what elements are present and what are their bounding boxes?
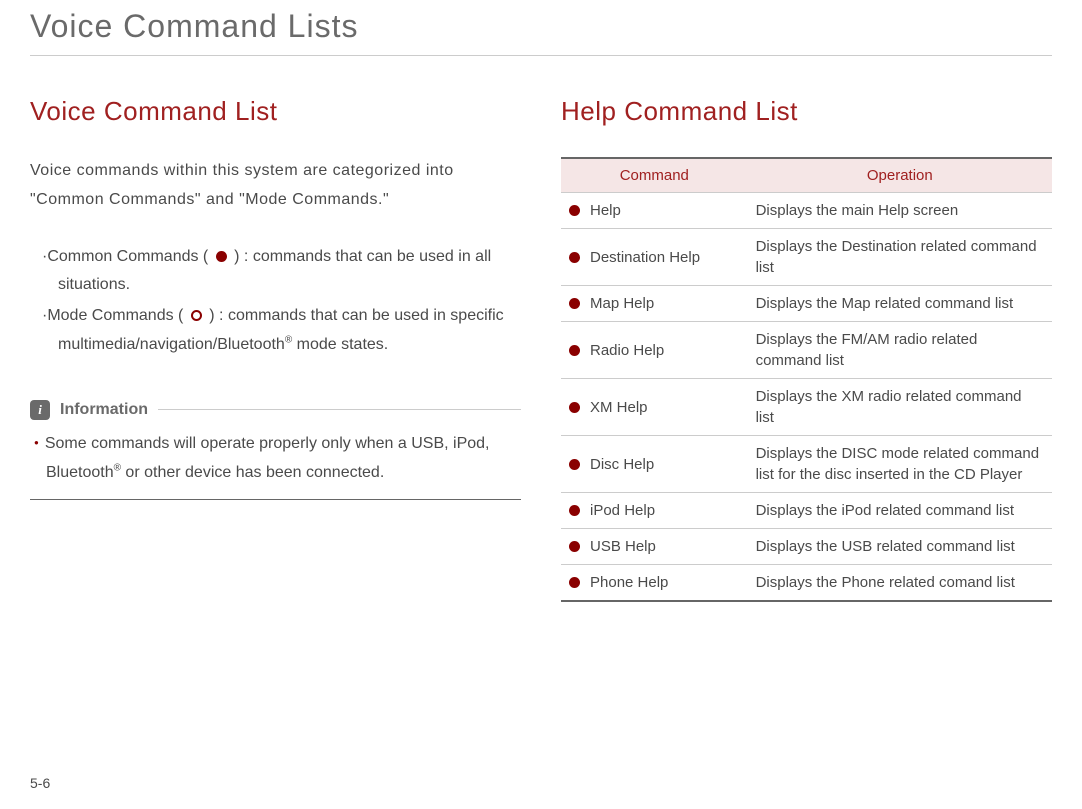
operation-cell: Displays the Destination related command… [748, 229, 1052, 286]
help-command-section-title: Help Command List [561, 96, 1052, 127]
right-column: Help Command List Command Operation Help… [561, 96, 1052, 602]
operation-header: Operation [748, 158, 1052, 193]
filled-circle-icon [569, 345, 580, 356]
information-text: ● Some commands will operate properly onl… [30, 430, 521, 501]
command-cell: USB Help [561, 529, 748, 565]
table-row: USB Help Displays the USB related command… [561, 529, 1052, 565]
operation-cell: Displays the Phone related comand list [748, 565, 1052, 602]
filled-circle-icon [569, 205, 580, 216]
table-row: Map Help Displays the Map related command… [561, 286, 1052, 322]
content-container: Voice Command List Voice commands within… [30, 96, 1052, 602]
page-number: 5-6 [30, 775, 50, 791]
operation-cell: Displays the Map related command list [748, 286, 1052, 322]
bullet-dot-icon: ● [34, 438, 39, 447]
command-cell: Radio Help [561, 322, 748, 379]
command-text: Phone Help [590, 572, 668, 593]
operation-cell: Displays the USB related command list [748, 529, 1052, 565]
command-text: XM Help [590, 397, 648, 418]
table-row: Phone Help Displays the Phone related com… [561, 565, 1052, 602]
command-text: USB Help [590, 536, 656, 557]
hollow-circle-icon [191, 310, 202, 321]
filled-circle-icon [569, 577, 580, 588]
bullet-list: ·Common Commands ( ) : commands that can… [30, 243, 521, 360]
command-header: Command [561, 158, 748, 193]
page-title: Voice Command Lists [30, 0, 1052, 56]
command-text: Radio Help [590, 340, 664, 361]
table-row: Radio Help Displays the FM/AM radio relat… [561, 322, 1052, 379]
operation-cell: Displays the main Help screen [748, 193, 1052, 229]
information-section: i Information ● Some commands will operat… [30, 400, 521, 501]
divider-line [158, 409, 521, 410]
table-row: XM Help Displays the XM radio related com… [561, 379, 1052, 436]
info-text-content: Some commands will operate properly only… [45, 435, 490, 481]
command-text: Help [590, 200, 621, 221]
information-label: Information [60, 401, 148, 419]
bullet-prefix: ·Mode Commands ( [42, 307, 188, 324]
bullet-common-commands: ·Common Commands ( ) : commands that can… [30, 243, 521, 301]
table-row: iPod Help Displays the iPod related comma… [561, 493, 1052, 529]
info-icon: i [30, 400, 50, 420]
table-row: Destination Help Displays the Destination… [561, 229, 1052, 286]
command-cell: Phone Help [561, 565, 748, 602]
command-text: Map Help [590, 293, 654, 314]
left-column: Voice Command List Voice commands within… [30, 96, 521, 602]
table-row: Disc Help Displays the DISC mode related … [561, 436, 1052, 493]
intro-paragraph: Voice commands within this system are ca… [30, 157, 521, 215]
operation-cell: Displays the XM radio related command li… [748, 379, 1052, 436]
filled-circle-icon [569, 402, 580, 413]
filled-circle-icon [569, 459, 580, 470]
filled-circle-icon [569, 541, 580, 552]
command-text: Disc Help [590, 454, 654, 475]
table-body: HelpDisplays the main Help screenDestina… [561, 193, 1052, 602]
table-header-row: Command Operation [561, 158, 1052, 193]
operation-cell: Displays the FM/AM radio related command… [748, 322, 1052, 379]
filled-circle-icon [569, 252, 580, 263]
operation-cell: Displays the DISC mode related command l… [748, 436, 1052, 493]
bullet-prefix: ·Common Commands ( [42, 248, 213, 265]
command-cell: Destination Help [561, 229, 748, 286]
operation-cell: Displays the iPod related command list [748, 493, 1052, 529]
filled-circle-icon [216, 251, 227, 262]
command-cell: Map Help [561, 286, 748, 322]
filled-circle-icon [569, 505, 580, 516]
command-cell: Help [561, 193, 748, 229]
command-cell: iPod Help [561, 493, 748, 529]
command-text: Destination Help [590, 247, 700, 268]
command-cell: XM Help [561, 379, 748, 436]
table-row: Help Displays the main Help screen [561, 193, 1052, 229]
information-header: i Information [30, 400, 521, 420]
filled-circle-icon [569, 298, 580, 309]
voice-command-section-title: Voice Command List [30, 96, 521, 127]
command-text: iPod Help [590, 500, 655, 521]
help-command-table: Command Operation Help Displays the main … [561, 157, 1052, 602]
command-cell: Disc Help [561, 436, 748, 493]
bullet-mode-commands: ·Mode Commands ( ) : commands that can b… [30, 302, 521, 360]
